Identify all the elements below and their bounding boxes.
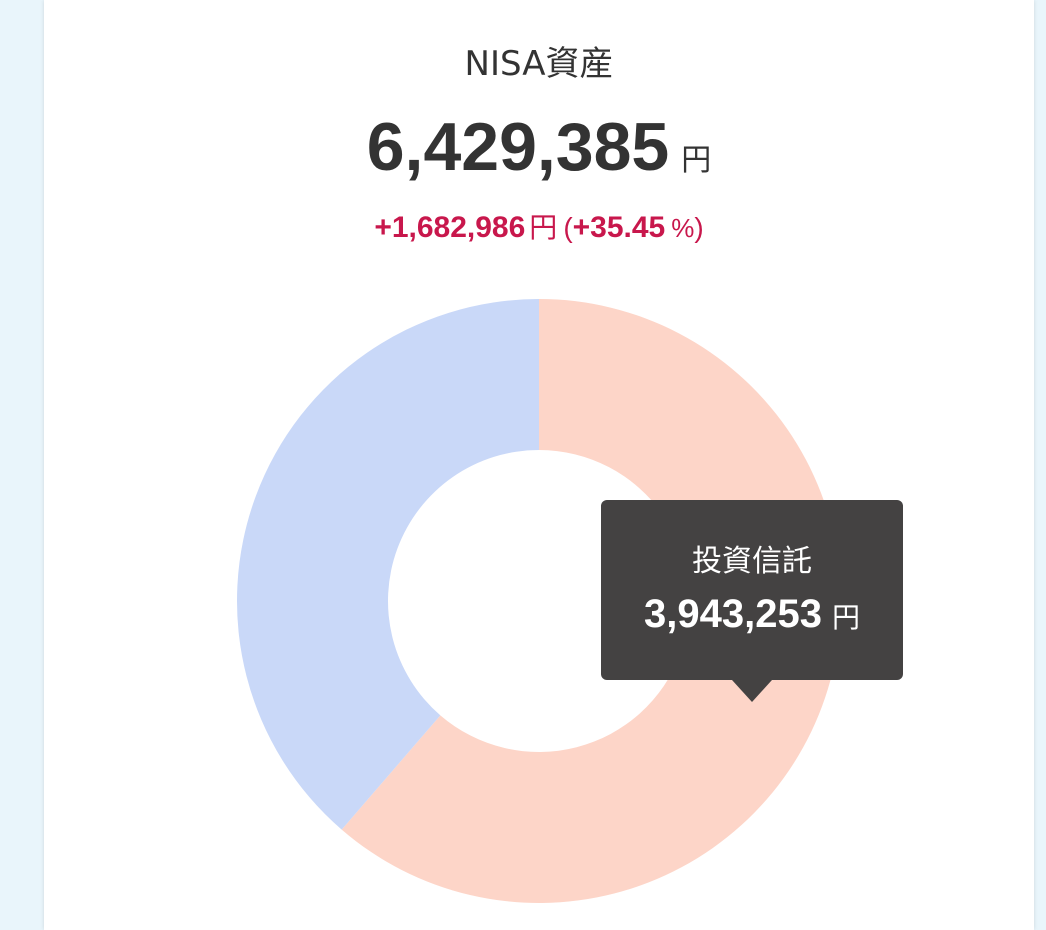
tooltip-value: 3,943,253: [644, 592, 822, 636]
donut-slice-other[interactable]: [237, 299, 539, 830]
gain-paren-open: (: [563, 212, 573, 243]
tooltip-unit: 円: [831, 601, 860, 634]
gain-percent: +35.45: [572, 211, 666, 244]
gain-paren-close: ): [694, 212, 704, 243]
gain-summary: +1,682,986 円 (+35.45%): [44, 206, 1034, 246]
total-value: 6,429,385: [366, 109, 670, 185]
tooltip-label: 投資信託: [692, 544, 812, 579]
card-title: NISA資産: [464, 44, 614, 84]
tooltip-value-row: 3,943,253 円: [601, 592, 903, 637]
gain-percent-unit: %: [671, 213, 695, 243]
gain-unit: 円: [529, 211, 558, 244]
gain-value: +1,682,986: [374, 211, 526, 244]
total-assets: 6,429,385 円: [44, 108, 1034, 186]
tooltip-pointer: [732, 680, 772, 702]
donut-slice-fund[interactable]: [341, 299, 841, 904]
total-unit: 円: [681, 143, 712, 178]
chart-tooltip: 投資信託 3,943,253 円: [601, 500, 903, 680]
